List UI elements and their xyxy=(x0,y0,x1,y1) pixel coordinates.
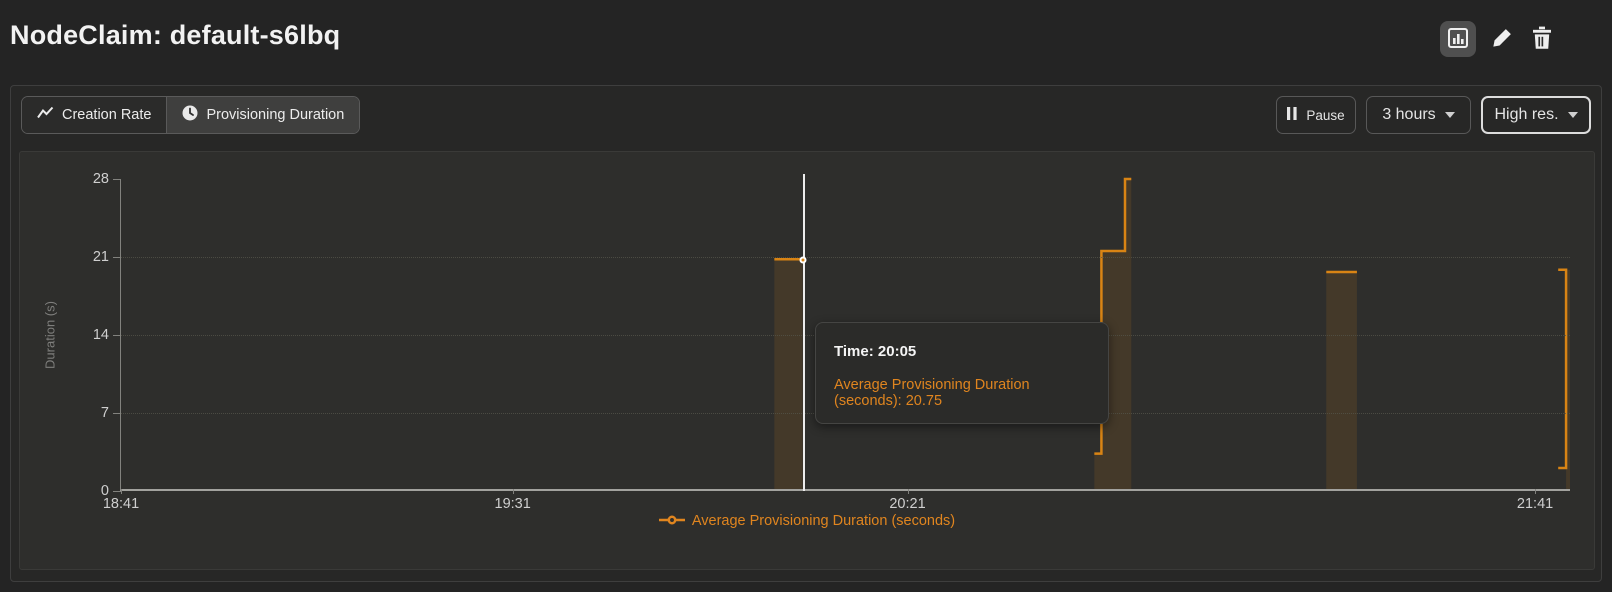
bar-chart-icon xyxy=(1447,27,1469,52)
x-tick-label: 21:41 xyxy=(1516,496,1554,512)
crosshair-line xyxy=(803,174,805,491)
y-tick-label: 7 xyxy=(100,405,109,421)
x-tick-mark xyxy=(1535,489,1537,494)
x-tick-mark xyxy=(907,489,909,494)
y-axis-title: Duration (s) xyxy=(42,301,58,369)
chevron-down-icon xyxy=(1567,112,1578,118)
trend-line-icon xyxy=(37,106,54,124)
legend-item-avg-provisioning-duration[interactable]: Average Provisioning Duration (seconds) xyxy=(658,512,956,530)
chart-tooltip: Time: 20:05 Average Provisioning Duratio… xyxy=(815,322,1109,424)
y-tick-mark xyxy=(113,179,121,180)
legend-series-icon xyxy=(658,512,685,530)
plot-area[interactable]: Time: 20:05 Average Provisioning Duratio… xyxy=(93,171,1570,512)
tooltip-time: Time: 20:05 xyxy=(834,343,917,360)
x-tick-label: 18:41 xyxy=(102,496,140,512)
pencil-icon xyxy=(1490,26,1514,53)
tab-label: Creation Rate xyxy=(62,107,152,123)
time-range-dropdown[interactable]: 3 hours xyxy=(1366,96,1471,134)
metric-tabs: Creation Rate Provisioning Duration xyxy=(21,96,361,134)
legend-label: Average Provisioning Duration (seconds) xyxy=(691,513,956,529)
window-header: NodeClaim: default-s6lbq xyxy=(0,0,1612,85)
x-tick-mark xyxy=(121,489,122,494)
y-tick-mark xyxy=(113,257,121,258)
trash-icon xyxy=(1531,26,1553,53)
metrics-panel: Creation Rate Provisioning Duration Paus… xyxy=(10,85,1602,582)
clock-icon xyxy=(182,105,198,125)
edit-button[interactable] xyxy=(1484,21,1520,57)
chart-legend: Average Provisioning Duration (seconds) xyxy=(20,512,1594,530)
delete-button[interactable] xyxy=(1524,21,1560,57)
pause-label: Pause xyxy=(1306,107,1345,123)
y-tick-label: 14 xyxy=(92,327,109,343)
x-tick-label: 19:31 xyxy=(494,496,531,512)
y-tick-label: 28 xyxy=(92,171,109,187)
chart-panel: Duration (s) Time: 20:05 Average Provisi… xyxy=(19,151,1595,570)
pause-button[interactable]: Pause xyxy=(1276,96,1356,134)
y-tick-mark xyxy=(113,413,121,414)
time-range-label: 3 hours xyxy=(1382,106,1436,123)
pause-icon xyxy=(1287,107,1297,123)
page-title: NodeClaim: default-s6lbq xyxy=(10,20,341,50)
y-tick-label: 0 xyxy=(100,483,109,499)
tab-creation-rate[interactable]: Creation Rate xyxy=(22,97,167,133)
y-tick-mark xyxy=(113,335,121,336)
y-tick-mark xyxy=(113,491,121,492)
tab-provisioning-duration[interactable]: Provisioning Duration xyxy=(166,97,360,133)
y-tick-label: 21 xyxy=(92,249,109,265)
tooltip-value: Average Provisioning Duration (seconds):… xyxy=(834,377,1030,409)
hovered-point-marker xyxy=(799,256,807,264)
resolution-label: High res. xyxy=(1494,106,1559,123)
x-tick-label: 20:21 xyxy=(889,496,926,512)
resolution-dropdown[interactable]: High res. xyxy=(1481,96,1591,134)
y-gridline xyxy=(121,257,1570,258)
chart-view-button[interactable] xyxy=(1440,21,1476,57)
series-layer xyxy=(774,177,1570,489)
tab-label: Provisioning Duration xyxy=(206,107,345,123)
x-tick-mark xyxy=(512,489,514,494)
chevron-down-icon xyxy=(1444,112,1455,118)
